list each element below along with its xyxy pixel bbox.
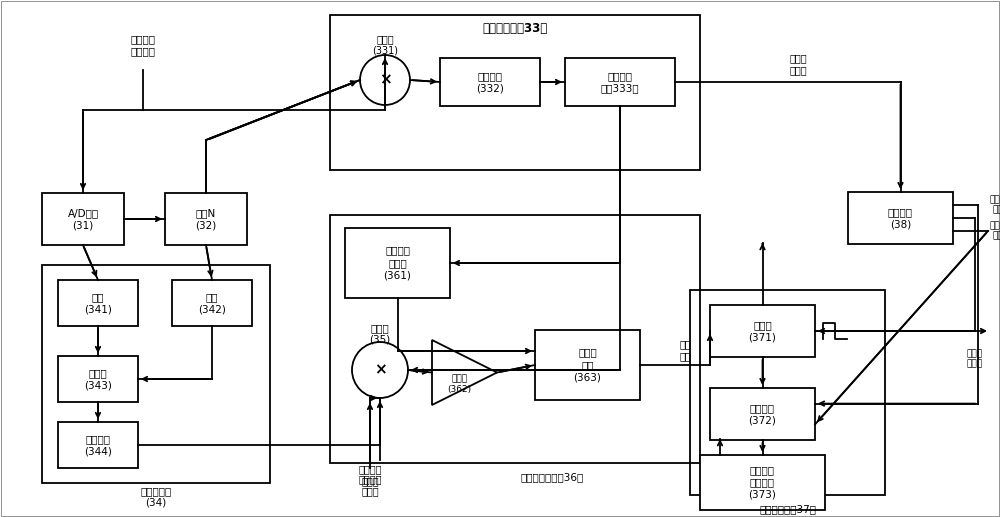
Text: 粗同步
控制
(363): 粗同步 控制 (363): [574, 347, 601, 383]
Bar: [440, 58, 540, 106]
Text: 本地高频
脉冲时钟
(373): 本地高频 脉冲时钟 (373): [749, 465, 776, 500]
Bar: [535, 330, 640, 400]
Text: 计数器
(371): 计数器 (371): [749, 320, 776, 342]
Bar: [42, 193, 124, 245]
Bar: [710, 305, 815, 357]
Text: 同步时
钟输出: 同步时 钟输出: [967, 349, 983, 369]
Text: 滑动累加
(332): 滑动累加 (332): [476, 71, 504, 93]
Bar: [330, 15, 700, 170]
Text: ×: ×: [379, 72, 391, 87]
Text: 绝对值运
算（333）: 绝对值运 算（333）: [601, 71, 639, 93]
Text: 定时测度
门限值: 定时测度 门限值: [358, 474, 382, 496]
Bar: [700, 455, 825, 510]
Bar: [330, 215, 700, 463]
Bar: [710, 388, 815, 440]
Bar: [42, 265, 270, 483]
Bar: [58, 280, 138, 326]
Bar: [58, 356, 138, 402]
Text: ×: ×: [374, 362, 386, 377]
Text: 取均值
(343): 取均值 (343): [84, 368, 112, 390]
Text: 乘法器
(331): 乘法器 (331): [372, 34, 398, 56]
Bar: [690, 290, 885, 495]
Bar: [58, 422, 138, 468]
Text: 启动
信号: 启动 信号: [679, 339, 691, 361]
Text: 延时N
(32): 延时N (32): [195, 208, 217, 230]
Text: 差分混沌
调制信号: 差分混沌 调制信号: [130, 34, 156, 56]
Bar: [165, 193, 247, 245]
Text: 减脉冲
信号: 减脉冲 信号: [990, 221, 1000, 241]
Text: 时钟控制
(372): 时钟控制 (372): [749, 403, 776, 425]
Text: 乘法器
(35): 乘法器 (35): [369, 323, 391, 345]
Text: 定时测度
门限值: 定时测度 门限值: [358, 464, 382, 486]
Text: 平方
(342): 平方 (342): [198, 292, 226, 314]
Text: 本地位时钟（37）: 本地位时钟（37）: [759, 504, 816, 514]
Text: 局部最大
值搜索
(361): 局部最大 值搜索 (361): [384, 246, 411, 280]
Text: 平方
(341): 平方 (341): [84, 292, 112, 314]
Text: 相位比较
(38): 相位比较 (38): [888, 207, 913, 229]
Text: 比较器
(362): 比较器 (362): [447, 375, 472, 394]
Text: 同步基
准信号: 同步基 准信号: [789, 53, 807, 75]
Text: 加脉冲
信号: 加脉冲 信号: [990, 195, 1000, 215]
Text: A/D转换
(31): A/D转换 (31): [67, 208, 99, 230]
Text: 滑动累加
(344): 滑动累加 (344): [84, 434, 112, 456]
Text: 相关运算器（33）: 相关运算器（33）: [482, 23, 548, 36]
Text: 能量运算器
(34): 能量运算器 (34): [140, 486, 172, 508]
Bar: [172, 280, 252, 326]
Bar: [848, 192, 953, 244]
Bar: [345, 228, 450, 298]
Bar: [565, 58, 675, 106]
Text: 粗同步检测器（36）: 粗同步检测器（36）: [520, 472, 584, 482]
